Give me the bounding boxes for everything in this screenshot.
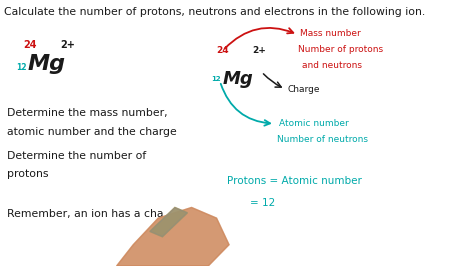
Text: Mass number: Mass number	[300, 29, 361, 38]
Text: 12: 12	[211, 76, 221, 82]
Text: 2+: 2+	[60, 40, 75, 50]
Text: Calculate the number of protons, neutrons and electrons in the following ion.: Calculate the number of protons, neutron…	[4, 7, 425, 17]
Text: Protons = Atomic number: Protons = Atomic number	[227, 176, 362, 186]
Text: Determine the mass number,: Determine the mass number,	[8, 108, 168, 118]
Text: Determine the number of: Determine the number of	[8, 151, 147, 161]
Text: Number of neutrons: Number of neutrons	[277, 135, 368, 144]
Text: Mg: Mg	[223, 70, 254, 88]
Polygon shape	[150, 207, 187, 237]
Text: Number of protons: Number of protons	[298, 45, 383, 54]
Text: 2+: 2+	[252, 46, 266, 55]
Text: protons: protons	[8, 169, 49, 179]
Text: Atomic number: Atomic number	[279, 119, 349, 128]
Polygon shape	[117, 207, 229, 266]
Text: Mg: Mg	[27, 55, 65, 74]
Text: 24: 24	[23, 40, 36, 50]
Text: Remember, an ion has a cha: Remember, an ion has a cha	[8, 209, 164, 219]
Text: and neutrons: and neutrons	[302, 61, 362, 70]
Text: 12: 12	[16, 64, 27, 73]
Polygon shape	[150, 207, 187, 237]
Text: 24: 24	[217, 46, 229, 55]
Text: = 12: = 12	[250, 198, 275, 209]
Text: atomic number and the charge: atomic number and the charge	[8, 127, 177, 137]
Polygon shape	[117, 207, 229, 266]
Text: Charge: Charge	[287, 85, 320, 94]
